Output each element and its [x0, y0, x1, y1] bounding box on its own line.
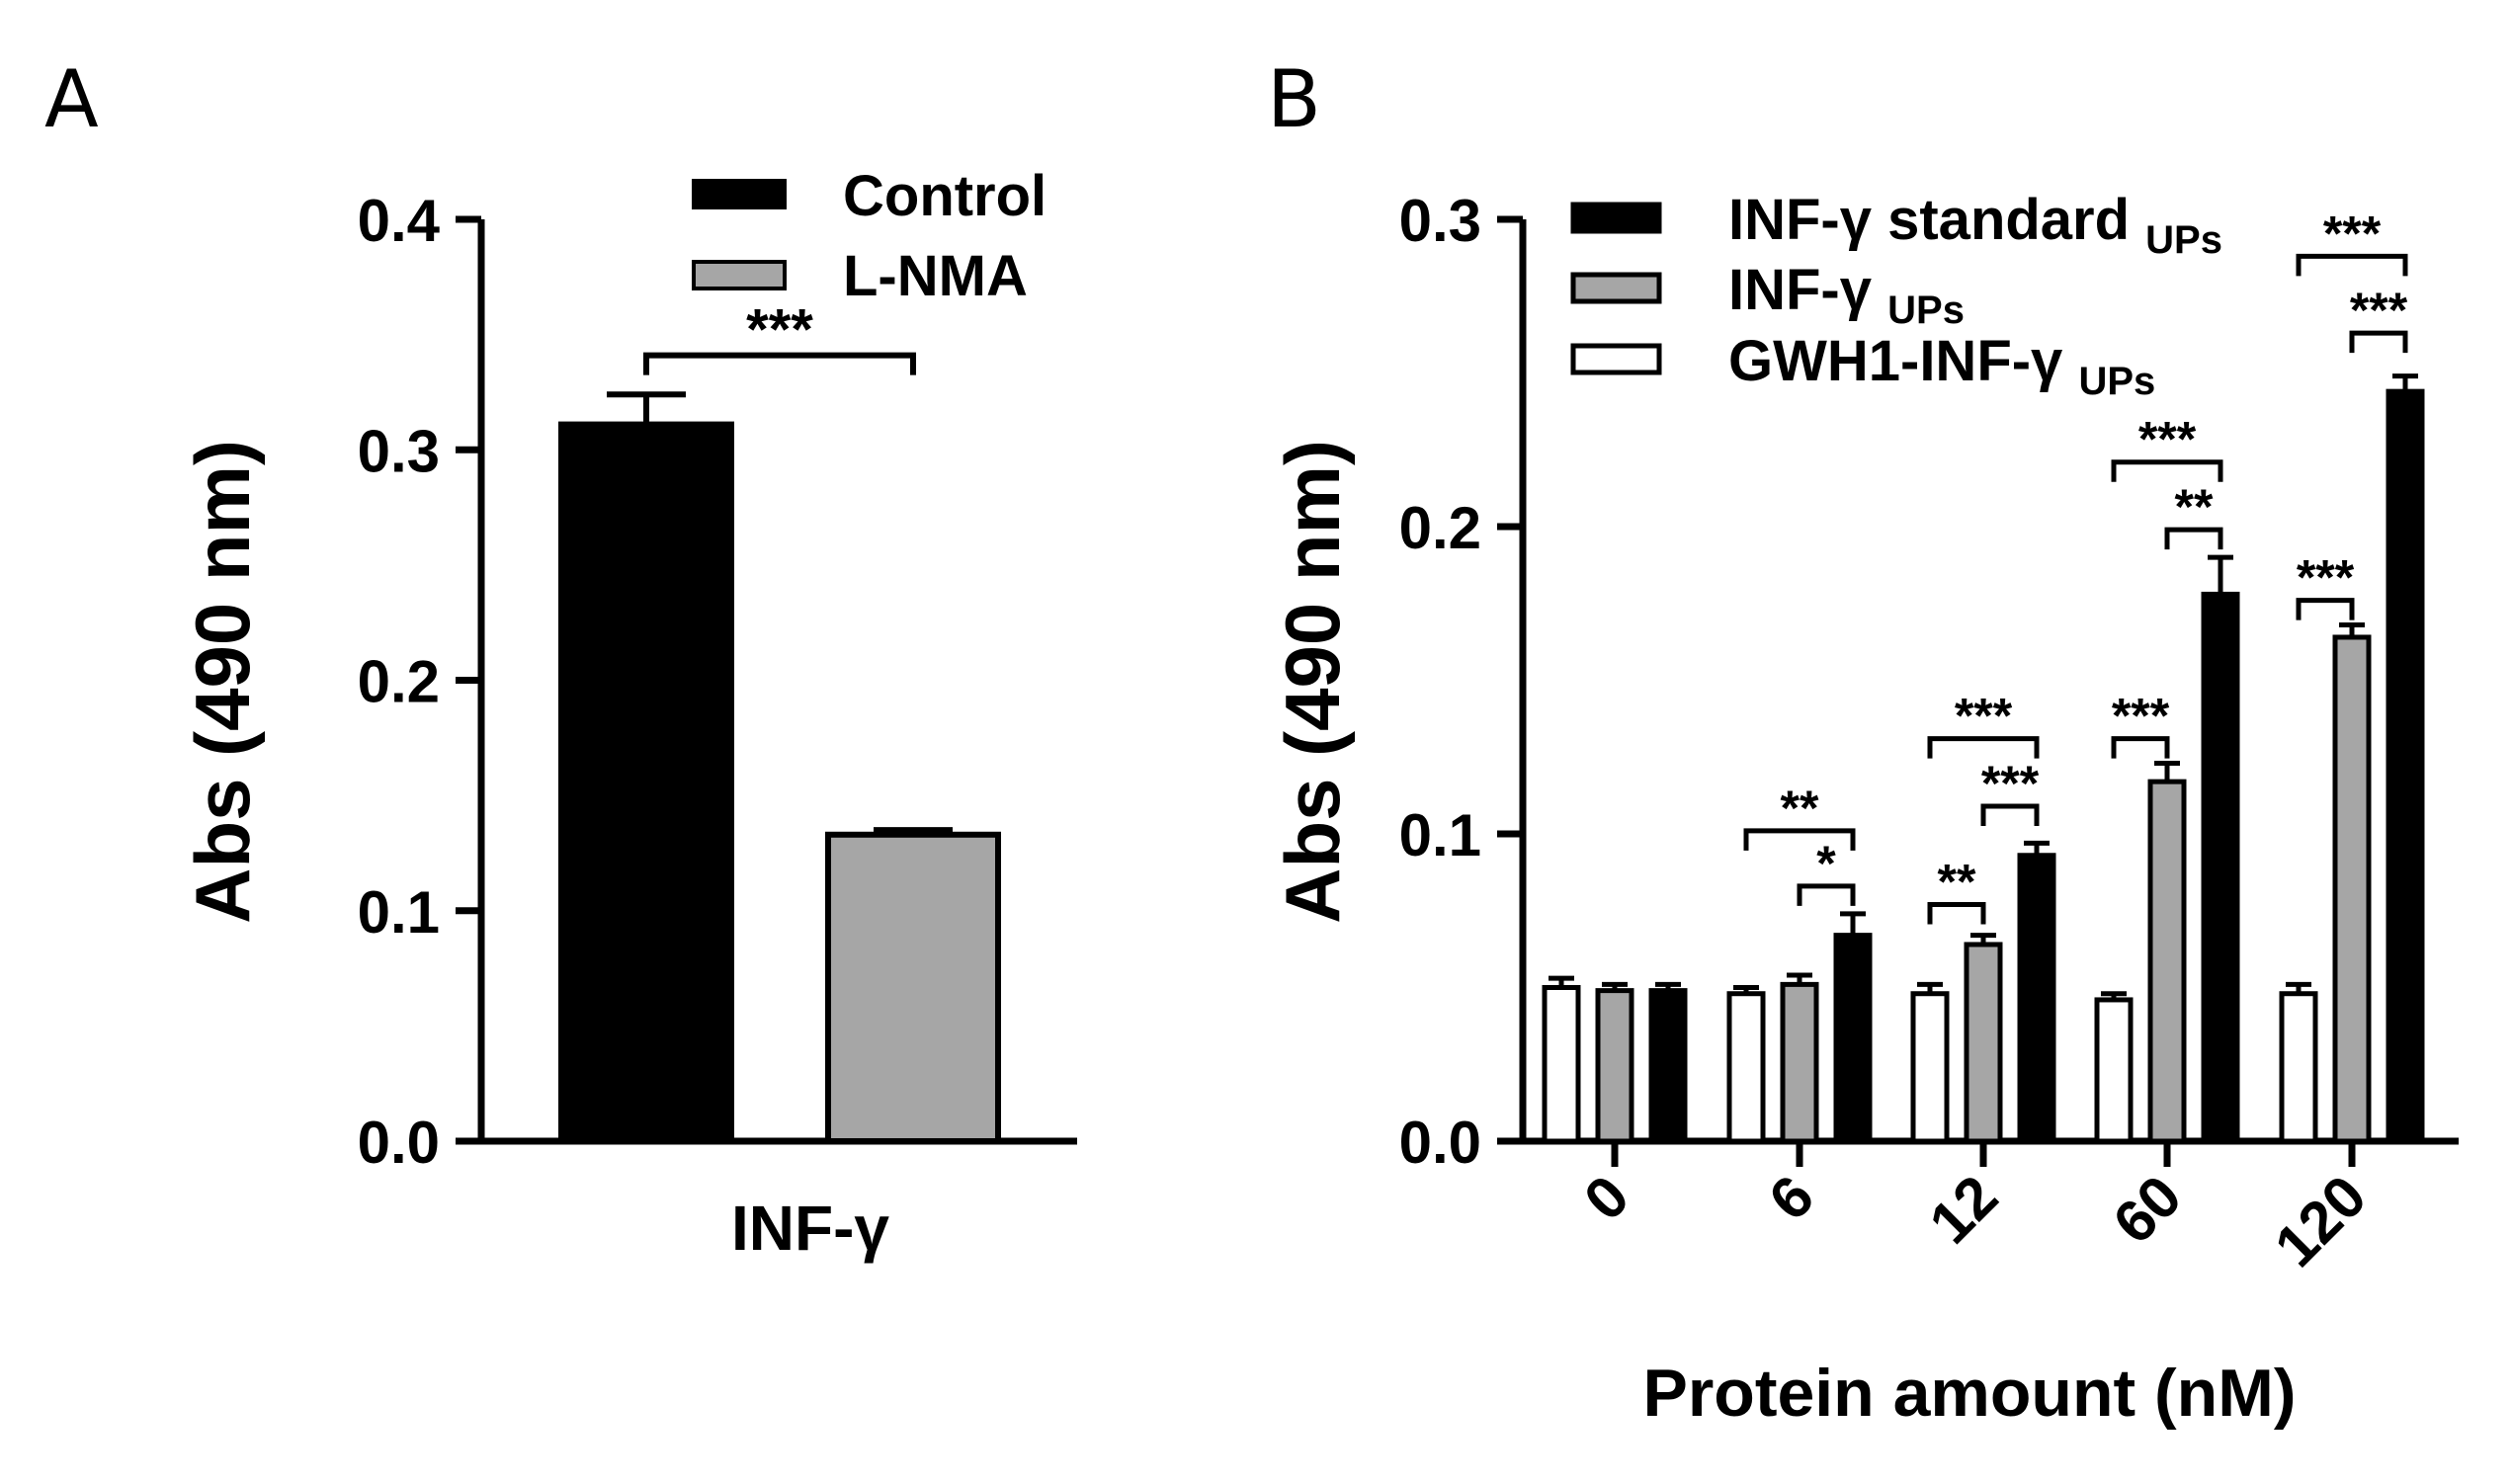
significance-label: **: [1781, 781, 1819, 836]
panel-b-bars: [1542, 373, 2425, 1144]
panel-a-significance: ***: [643, 298, 916, 375]
bar-inf-12: [1964, 942, 2003, 1144]
y-tick-label: 0.2: [358, 649, 440, 715]
legend-swatch-l-nma: [692, 260, 787, 290]
legend-label-gwh1-inf: GWH1-INF-γ UPs: [1728, 329, 2155, 403]
legend-label-inf: INF-γ UPs: [1728, 258, 1965, 332]
significance-label: ***: [1955, 689, 2013, 744]
bar-gwh1-inf-12: [1910, 991, 1950, 1144]
significance-label: **: [1938, 855, 1976, 910]
panel-a-y-ticks: 0.0 0.1 0.2 0.3 0.4: [358, 188, 481, 1176]
x-tick-label: 60: [2101, 1163, 2195, 1257]
bar-inf-standard-6: [1833, 933, 1873, 1144]
bar-gwh1-inf-6: [1726, 991, 1766, 1144]
significance-label: **: [2175, 479, 2214, 535]
bar-inf-60: [2147, 779, 2187, 1144]
significance-bracket: [1980, 803, 2040, 827]
panel-a-x-label: INF-γ: [731, 1193, 889, 1264]
panel-b-y-label: Abs (490 nm): [1269, 440, 1356, 924]
legend-swatch-inf-standard: [1570, 202, 1662, 234]
significance-bracket: [1743, 828, 1856, 851]
legend-swatch-gwh1-inf: [1570, 343, 1662, 375]
significance-bracket: [2296, 253, 2408, 277]
x-tick-label: 6: [1756, 1163, 1826, 1233]
panel-b-y-ticks: 0.0 0.1 0.2 0.3: [1399, 188, 1523, 1176]
x-tick-label: 120: [2262, 1163, 2379, 1279]
x-tick-label: 0: [1571, 1163, 1641, 1233]
legend-subscript: UPs: [2078, 360, 2155, 403]
bar-inf-120: [2332, 634, 2372, 1144]
bar-control: [558, 421, 734, 1144]
significance-label: ***: [2138, 412, 2197, 467]
panel-a-bars: [558, 391, 1001, 1145]
significance-bracket: [1927, 902, 1986, 925]
y-tick-label: 0.1: [1399, 802, 1481, 868]
y-tick-label: 0.0: [1399, 1110, 1481, 1176]
significance-bracket: [1797, 883, 1856, 906]
y-tick-label: 0.3: [358, 418, 440, 484]
significance-label: ***: [2112, 689, 2170, 744]
bar-gwh1-inf-60: [2094, 997, 2134, 1144]
significance-label: ***: [1981, 756, 2040, 811]
bar-l-nma: [825, 831, 1001, 1145]
y-tick-label: 0.2: [1399, 495, 1481, 561]
bar-inf-6: [1780, 981, 1819, 1144]
panel-label-b: B: [1267, 53, 1321, 145]
legend-label-control: Control: [843, 164, 1047, 228]
significance-bracket: [1927, 736, 2040, 759]
legend-swatch-control: [692, 179, 787, 209]
legend-swatch-inf: [1570, 272, 1662, 304]
significance-label: *: [1816, 836, 1836, 891]
panel-b-significance: *** *************************: [1743, 206, 2408, 925]
significance-label: ***: [2297, 550, 2355, 606]
y-tick-label: 0.4: [358, 188, 441, 254]
legend-subscript: UPs: [1887, 289, 1965, 332]
panel-a-chart: 0.0 0.1 0.2 0.3 0.4 *** INF-γ Abs (490 nm) C…: [179, 164, 1077, 1264]
bar-inf-standard-12: [2017, 853, 2056, 1144]
significance-bracket: [2349, 330, 2408, 354]
legend-subscript: UPs: [2145, 218, 2222, 262]
panel-b-x-ticks: 0 6 12 60 120: [1571, 1141, 2379, 1279]
significance-bracket: [2296, 598, 2355, 620]
legend-label-inf-standard: INF-γ standard UPs: [1728, 188, 2222, 262]
bar-inf-0: [1595, 988, 1634, 1144]
significance-bracket: [2111, 736, 2170, 759]
bar-gwh1-inf-120: [2279, 991, 2318, 1144]
y-tick-label: 0.0: [358, 1110, 440, 1176]
bar-gwh1-inf-0: [1542, 985, 1581, 1144]
panel-b-chart: 0.00.10.20.3 0 6 12 60 120 *** **************…: [1269, 188, 2459, 1431]
bar-inf-standard-120: [2386, 388, 2425, 1144]
panel-b-x-label: Protein amount (nM): [1642, 1356, 2296, 1431]
panel-label-a: A: [44, 53, 99, 145]
x-tick-label: 12: [1917, 1163, 2011, 1257]
panel-a-y-label: Abs (490 nm): [179, 440, 266, 924]
y-tick-label: 0.3: [1399, 188, 1481, 254]
legend-label-l-nma: L-NMA: [843, 244, 1028, 308]
significance-label: ***: [746, 298, 813, 363]
y-tick-label: 0.1: [358, 879, 440, 946]
significance-bracket: [643, 352, 916, 375]
significance-label: ***: [2323, 206, 2382, 261]
bar-inf-standard-0: [1648, 988, 1688, 1144]
significance-label: ***: [2350, 283, 2408, 338]
significance-bracket: [2111, 459, 2223, 482]
panel-a-legend: Control L-NMA: [692, 164, 1047, 308]
bar-inf-standard-60: [2201, 591, 2240, 1144]
significance-bracket: [2164, 527, 2223, 550]
